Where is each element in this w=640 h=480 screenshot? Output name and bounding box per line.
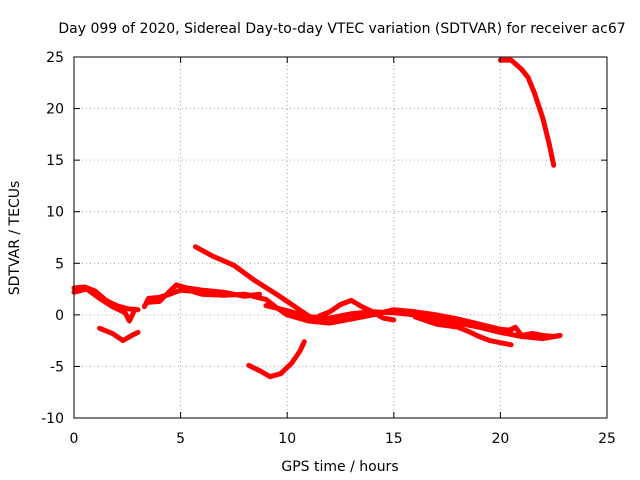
series-arc-8 xyxy=(412,314,514,348)
x-tick-label: 20 xyxy=(491,431,509,447)
series-layer xyxy=(71,57,563,380)
y-tick-label: 25 xyxy=(46,50,64,66)
y-tick-label: 0 xyxy=(55,308,64,324)
x-tick-label: 15 xyxy=(385,431,403,447)
series-arc-3b xyxy=(144,282,262,305)
x-tick-label: 5 xyxy=(176,431,185,447)
y-tick-label: 15 xyxy=(46,153,64,169)
x-tick-label: 10 xyxy=(278,431,296,447)
series-arc-4 xyxy=(193,244,322,323)
series-arc-7 xyxy=(316,297,397,323)
y-axis-label: SDTVAR / TECUs xyxy=(7,181,23,296)
series-arc-8b xyxy=(502,324,563,339)
y-tick-label: -5 xyxy=(50,359,64,375)
series-arc-9 xyxy=(497,57,557,168)
y-tick-label: -10 xyxy=(41,411,64,427)
y-tick-label: 5 xyxy=(55,256,64,272)
grid xyxy=(74,57,607,418)
series-arc-2 xyxy=(97,325,141,344)
tick-layer: 0 5 10 15 20 25 -10 -5 0 5 10 15 20 25 xyxy=(41,50,616,447)
x-tick-label: 25 xyxy=(598,431,616,447)
y-tick-label: 20 xyxy=(46,102,64,118)
plot-frame xyxy=(73,56,608,419)
chart-title: Day 099 of 2020, Sidereal Day-to-day VTE… xyxy=(58,21,625,37)
x-axis-label: GPS time / hours xyxy=(281,459,398,475)
y-tick-label: 10 xyxy=(46,205,64,221)
series-arc-6 xyxy=(246,339,307,380)
series-arc-1b xyxy=(71,286,137,324)
x-tick-label: 0 xyxy=(70,431,79,447)
